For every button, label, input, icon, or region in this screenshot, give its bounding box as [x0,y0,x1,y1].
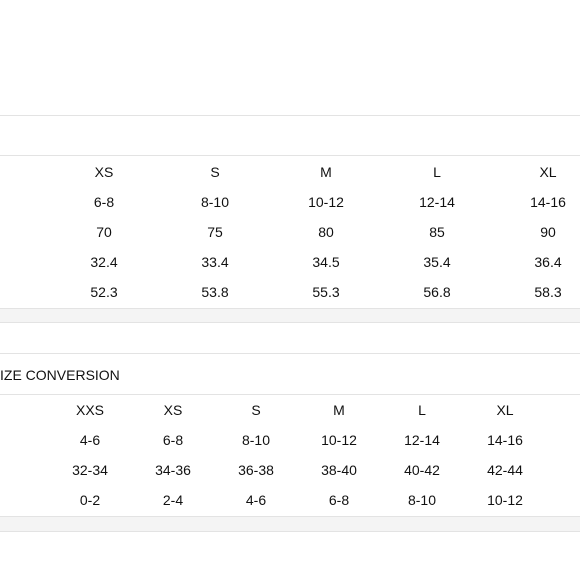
table-cell: 10-12 [321,432,357,448]
table2-header-xs: XS [163,402,183,418]
table-cell: 85 [429,224,445,240]
table-cell: 4( [546,460,580,480]
table-footer-band [0,516,580,532]
table-cell: 10-12 [487,492,523,508]
table-cell: 56.8 [423,284,451,300]
table-footer-band [0,308,580,323]
table-cell: 35.4 [423,254,451,270]
table-cell: 53.8 [201,284,229,300]
table1-header-s: S [210,164,220,180]
table-cell: 6-8 [328,492,350,508]
table2-header-s: S [251,402,261,418]
table2-header-xxl-cut: X [546,400,580,420]
table-cell: 36.4 [534,254,562,270]
table-cell: 34-36 [155,462,191,478]
table-row: 4-6 6-8 8-10 10-12 12-14 14-16 1( [0,430,580,450]
table-cell: 34.5 [312,254,340,270]
table-cell: 36-38 [238,462,274,478]
table-cell: 38-40 [321,462,357,478]
table-row: 6-8 8-10 10-12 12-14 14-16 [0,192,580,212]
table-row: 32.4 33.4 34.5 35.4 36.4 [0,252,580,272]
table-row: 70 75 80 85 90 [0,222,580,242]
table-cell: 8-10 [200,194,230,210]
table-cell: 6-8 [93,194,115,210]
section-divider [0,115,580,116]
table-top-border [0,394,580,395]
table-top-border [0,155,580,156]
table-cell: 4-6 [79,432,101,448]
table-cell: 55.3 [312,284,340,300]
table-row: 32-34 34-36 36-38 38-40 40-42 42-44 4( [0,460,580,480]
table-cell: 1 [546,490,580,510]
table1-header-xl: XL [539,164,557,180]
table2-header-xl: XL [496,402,514,418]
table-cell: 2-4 [162,492,184,508]
table-cell: 32.4 [90,254,118,270]
table-cell: 42-44 [487,462,523,478]
table-cell: 32-34 [72,462,108,478]
table-cell: 0-2 [79,492,101,508]
table-cell: 8-10 [407,492,437,508]
table1-header-l: L [433,164,441,180]
table1-header-xs: XS [94,164,114,180]
table-cell: 75 [207,224,223,240]
table-cell: 10-12 [308,194,344,210]
table-cell: 90 [540,224,556,240]
table-cell: 33.4 [201,254,229,270]
section-title: IZE CONVERSION [0,367,120,383]
table-cell: 40-42 [404,462,440,478]
table2-header-m: M [333,402,345,418]
table-row: 52.3 53.8 55.3 56.8 58.3 [0,282,580,302]
table-cell: 4-6 [245,492,267,508]
table-cell: 8-10 [241,432,271,448]
table-cell: 6-8 [162,432,184,448]
table1-header-row: XS S M L XL [0,162,580,182]
table-row: 0-2 2-4 4-6 6-8 8-10 10-12 1 [0,490,580,510]
table-cell: 58.3 [534,284,562,300]
table1-header-m: M [320,164,332,180]
section-divider [0,353,580,354]
table-cell: 52.3 [90,284,118,300]
table-cell: 14-16 [487,432,523,448]
table-cell: 1( [546,430,580,450]
table2-header-l: L [418,402,426,418]
table-cell: 12-14 [404,432,440,448]
table-cell: 14-16 [530,194,566,210]
table-cell: 80 [318,224,334,240]
table2-header-xxs: XXS [75,402,104,418]
table-cell: 70 [96,224,112,240]
table2-header-row: XXS XS S M L XL X [0,400,580,420]
table-cell: 12-14 [419,194,455,210]
